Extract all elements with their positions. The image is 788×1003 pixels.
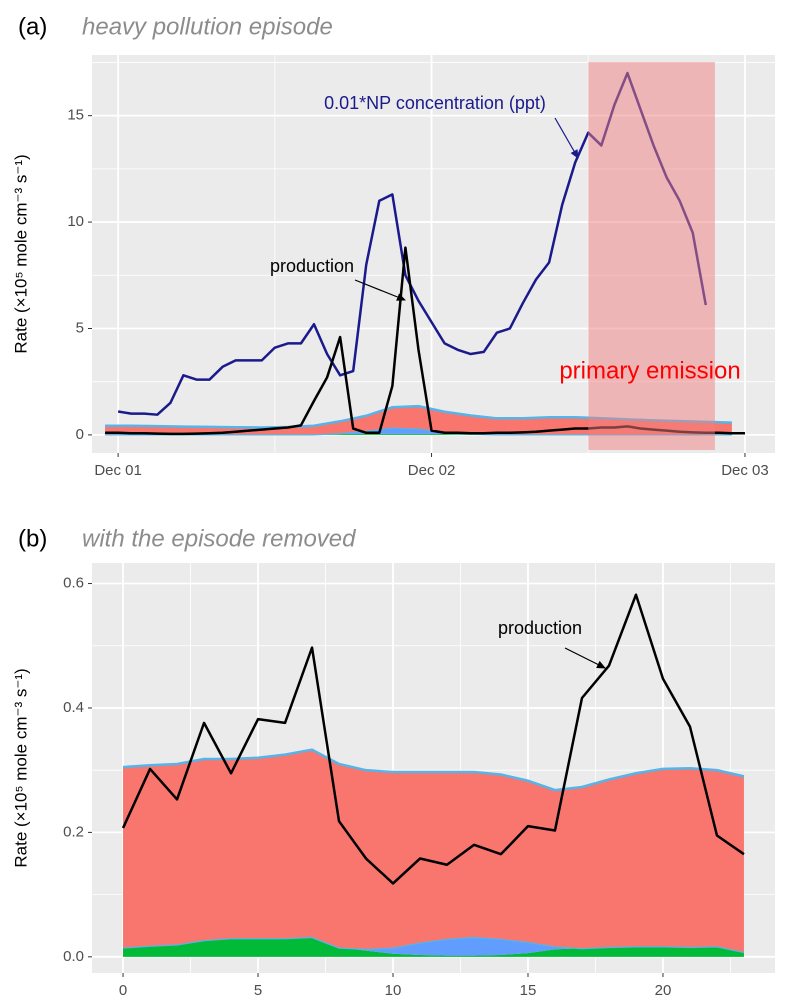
panel-title: with the episode removed xyxy=(82,525,356,552)
y-tick-label: 0.4 xyxy=(63,699,84,716)
y-axis-label: Rate (×10⁵ mole cm⁻³ s⁻¹) xyxy=(11,154,30,353)
annotation-arrow xyxy=(554,117,579,159)
shaded-period xyxy=(588,62,715,450)
y-tick-label: 5 xyxy=(76,319,84,336)
plot-area xyxy=(92,563,775,973)
line xyxy=(121,593,745,885)
x-tick-label: Dec 01 xyxy=(94,462,142,479)
x-tick-label: 20 xyxy=(655,982,672,999)
panel-label: (a) xyxy=(18,13,47,40)
series-annotation: production xyxy=(498,618,582,638)
y-tick-label: 0 xyxy=(76,426,84,443)
x-tick-label: Dec 02 xyxy=(408,462,456,479)
y-axis-label: Rate (×10⁵ mole cm⁻³ s⁻¹) xyxy=(11,668,30,867)
shade-label: primary emission xyxy=(559,357,740,384)
area xyxy=(105,427,732,435)
y-tick-label: 0.0 xyxy=(63,948,84,965)
panel-title: heavy pollution episode xyxy=(82,13,333,40)
area-outline xyxy=(122,748,745,792)
area xyxy=(105,406,732,435)
x-tick-label: 0 xyxy=(119,982,127,999)
x-tick-label: 5 xyxy=(254,982,262,999)
y-tick-label: 10 xyxy=(67,213,84,230)
area xyxy=(123,936,744,956)
series-annotation: production xyxy=(270,256,354,276)
x-tick-label: Dec 03 xyxy=(721,462,769,479)
plot-area xyxy=(92,55,775,453)
area xyxy=(123,936,744,957)
panel-label: (b) xyxy=(18,525,47,552)
x-tick-label: 15 xyxy=(520,982,537,999)
area xyxy=(123,749,744,952)
x-tick-label: 10 xyxy=(385,982,402,999)
annotation-arrow xyxy=(564,647,606,669)
annotation-arrow xyxy=(354,279,406,301)
y-tick-label: 0.6 xyxy=(63,574,84,591)
series-annotation: 0.01*NP concentration (ppt) xyxy=(324,93,546,113)
y-tick-label: 15 xyxy=(67,107,84,124)
y-tick-label: 0.2 xyxy=(63,823,84,840)
